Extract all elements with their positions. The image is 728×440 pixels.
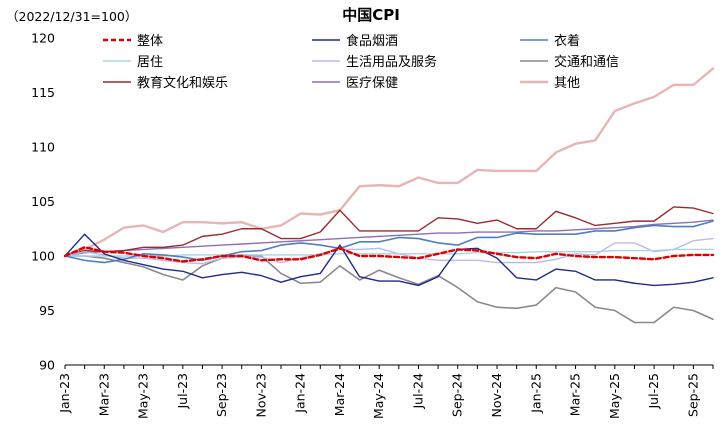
legend-label: 整体 [137,34,163,49]
legend-label: 交通和通信 [554,54,619,70]
series-line-0 [63,246,715,263]
series-line-4 [64,237,714,265]
x-tick-label: May-23 [136,373,151,419]
series-line-8 [63,67,715,258]
x-tick-label: Mar-24 [332,373,347,416]
legend-label: 其他 [554,76,580,91]
series-layer [63,67,715,324]
series-line-2 [64,220,714,264]
x-tick-label: Jul-25 [646,373,661,410]
chart-note: （2022/12/31=100） [6,9,137,24]
x-axis: Jan-23 Mar-23 May-23 Jul-23 Sep-23 Nov-23 Jan-… [57,364,714,419]
x-tick-label: Mar-23 [96,373,111,416]
legend-label: 衣着 [554,33,580,49]
series-line-7 [64,219,714,257]
x-tick-label: Jul-24 [410,373,425,410]
y-tick-label: 120 [31,31,55,46]
x-tick-label: May-24 [371,373,386,419]
x-tick-label: May-25 [607,373,622,419]
y-tick-label: 90 [39,358,55,373]
y-tick-label: 95 [39,303,55,318]
x-tick-label: Jan-25 [528,373,543,414]
y-tick-label: 110 [31,140,55,155]
legend-label: 生活用品及服务 [346,54,437,70]
y-axis: 90 95 100 105 110 115 120 [31,31,55,373]
legend-label: 居住 [137,55,163,70]
y-tick-label: 100 [31,249,55,264]
series-line-5 [64,254,714,324]
x-tick-label: Sep-24 [450,373,465,417]
legend-label: 医疗保健 [346,76,398,91]
y-tick-label: 105 [31,194,55,209]
x-tick-label: Jan-23 [57,373,72,414]
x-tick-label: Sep-23 [214,373,229,417]
legend-label: 教育文化和娱乐 [137,75,228,91]
x-tick-label: Sep-25 [685,373,700,417]
y-tick-label: 115 [31,85,55,100]
x-tick-label: Nov-23 [253,373,268,417]
x-tick-label: Nov-24 [489,373,504,418]
x-tick-label: Jul-23 [175,373,190,410]
legend-label: 食品烟酒 [346,33,398,49]
series-line-6 [64,206,714,257]
chart-title: 中国CPI [342,6,400,24]
x-tick-label: Mar-25 [568,373,583,416]
x-tick-label: Jan-24 [293,373,308,414]
series-line-1 [64,233,714,287]
